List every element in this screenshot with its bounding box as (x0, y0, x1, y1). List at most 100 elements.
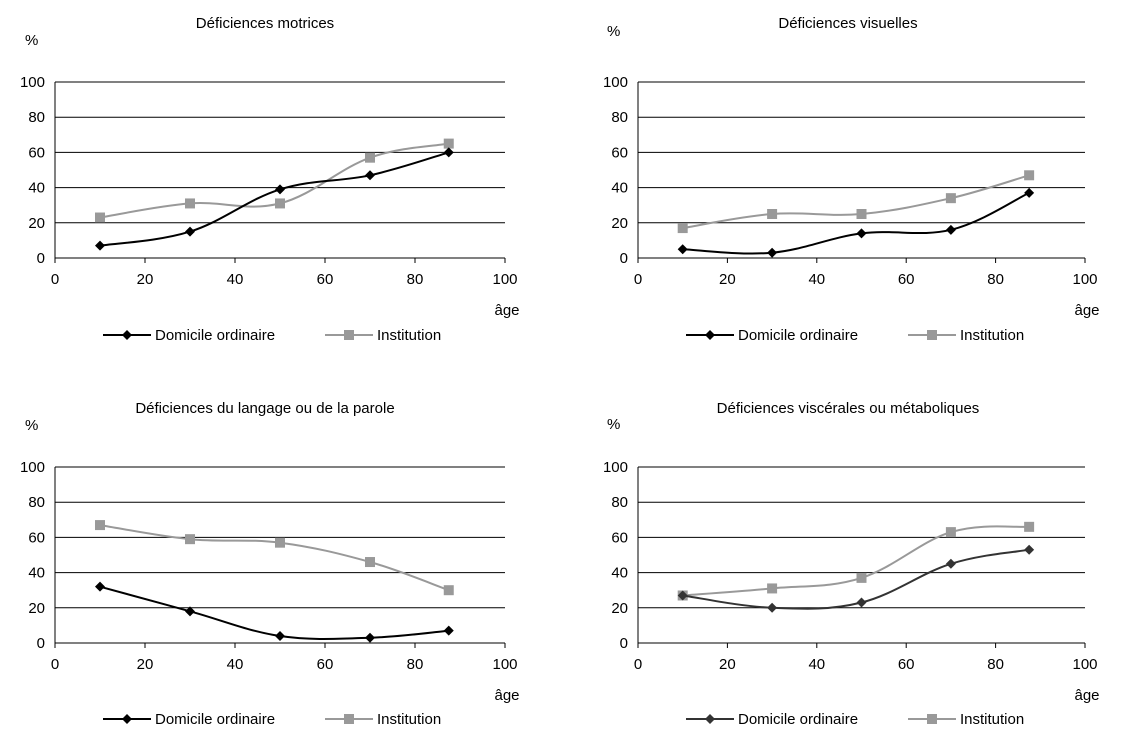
x-tick-label: 100 (492, 271, 517, 288)
legend-marker-1 (705, 330, 715, 340)
y-axis-label: % (25, 32, 38, 49)
y-tick-label: 20 (28, 600, 45, 617)
data-point (677, 223, 688, 234)
data-point (95, 240, 105, 251)
x-tick-label: 0 (634, 656, 642, 673)
x-tick-label: 60 (898, 656, 915, 673)
chart-title: Déficiences motrices (196, 15, 334, 32)
legend-label-1: Domicile ordinaire (738, 327, 858, 344)
series-line-1 (99, 151, 450, 247)
data-point (767, 602, 778, 613)
x-tick-label: 20 (137, 271, 154, 288)
x-tick-label: 40 (227, 656, 244, 673)
y-tick-label: 0 (37, 250, 45, 267)
x-tick-label: 60 (898, 271, 915, 288)
series-line-2 (99, 142, 449, 219)
y-tick-label: 40 (611, 180, 628, 197)
legend-label-1: Domicile ordinaire (738, 711, 858, 728)
data-point (856, 572, 867, 583)
x-tick-label: 100 (1072, 271, 1097, 288)
y-tick-label: 60 (28, 144, 45, 161)
x-tick-label: 0 (634, 271, 642, 288)
y-tick-label: 80 (611, 494, 628, 511)
y-tick-label: 60 (611, 529, 628, 546)
legend-label-2: Institution (377, 327, 441, 344)
x-axis-label: âge (494, 302, 519, 319)
x-tick-label: 60 (317, 656, 334, 673)
data-point (767, 209, 778, 219)
legend-label-1: Domicile ordinaire (155, 327, 275, 344)
x-tick-label: 100 (492, 656, 517, 673)
x-tick-label: 60 (317, 271, 334, 288)
x-tick-label: 20 (137, 656, 154, 673)
y-tick-label: 40 (611, 565, 628, 582)
y-tick-label: 100 (603, 459, 628, 476)
data-point (185, 198, 195, 209)
chart-title: Déficiences visuelles (778, 15, 917, 32)
x-axis-label: âge (494, 687, 519, 704)
x-tick-label: 0 (51, 656, 59, 673)
y-tick-label: 20 (611, 600, 628, 617)
data-point (767, 583, 778, 594)
y-tick-label: 60 (28, 529, 45, 546)
data-point (945, 558, 956, 569)
series-line-1 (99, 585, 449, 640)
y-tick-label: 40 (28, 565, 45, 582)
x-tick-label: 20 (719, 656, 736, 673)
series-line-2 (99, 524, 450, 592)
x-tick-label: 80 (407, 656, 424, 673)
data-point (275, 184, 285, 195)
x-axis-label: âge (1074, 687, 1099, 704)
x-tick-label: 20 (719, 271, 736, 288)
data-point (185, 534, 195, 545)
data-point (677, 244, 688, 255)
legend-marker-2 (927, 330, 937, 340)
data-point (1024, 187, 1035, 198)
data-point (443, 585, 454, 596)
data-point (275, 537, 285, 548)
legend-label-1: Domicile ordinaire (155, 711, 275, 728)
data-point (856, 209, 867, 219)
chart-panel-4: Déficiences viscérales ou métaboliques% 0… (603, 400, 1100, 728)
data-point (185, 606, 195, 617)
y-tick-label: 100 (20, 459, 45, 476)
data-point (365, 632, 375, 643)
y-tick-label: 100 (603, 74, 628, 91)
legend-marker-2 (344, 714, 354, 724)
chart-panel-1: Déficiences motrices% 0 20 40 60 80 100 0 20 40 60… (20, 15, 520, 344)
x-tick-label: 40 (808, 656, 825, 673)
x-tick-label: 100 (1072, 656, 1097, 673)
y-axis-label: % (607, 416, 620, 433)
y-axis-label: % (607, 23, 620, 40)
legend-label-2: Institution (377, 711, 441, 728)
chart-title: Déficiences du langage ou de la parole (135, 400, 394, 417)
data-point (95, 212, 105, 223)
chart-panel-3: Déficiences du langage ou de la parole% 0… (20, 400, 520, 728)
x-axis-label: âge (1074, 302, 1099, 319)
data-point (1024, 544, 1035, 555)
data-point (945, 527, 956, 538)
data-point (677, 590, 688, 601)
data-point (365, 557, 375, 568)
x-tick-label: 40 (227, 271, 244, 288)
legend-label-2: Institution (960, 711, 1024, 728)
y-tick-label: 80 (611, 109, 628, 126)
y-tick-label: 60 (611, 144, 628, 161)
legend-label-2: Institution (960, 327, 1024, 344)
y-tick-label: 40 (28, 180, 45, 197)
legend-marker-1 (705, 714, 715, 724)
y-tick-label: 0 (620, 635, 628, 652)
series-line-2 (682, 525, 1030, 597)
chart-panel-2: Déficiences visuelles% 0 20 40 60 80 100 0 20 40 6… (603, 15, 1100, 344)
legend-marker-2 (927, 714, 937, 724)
y-tick-label: 80 (28, 494, 45, 511)
data-point (856, 228, 867, 239)
data-point (365, 170, 375, 181)
x-tick-label: 40 (808, 271, 825, 288)
y-tick-label: 0 (620, 250, 628, 267)
data-point (767, 247, 778, 258)
data-point (1024, 521, 1035, 532)
data-point (95, 581, 105, 592)
y-tick-label: 0 (37, 635, 45, 652)
